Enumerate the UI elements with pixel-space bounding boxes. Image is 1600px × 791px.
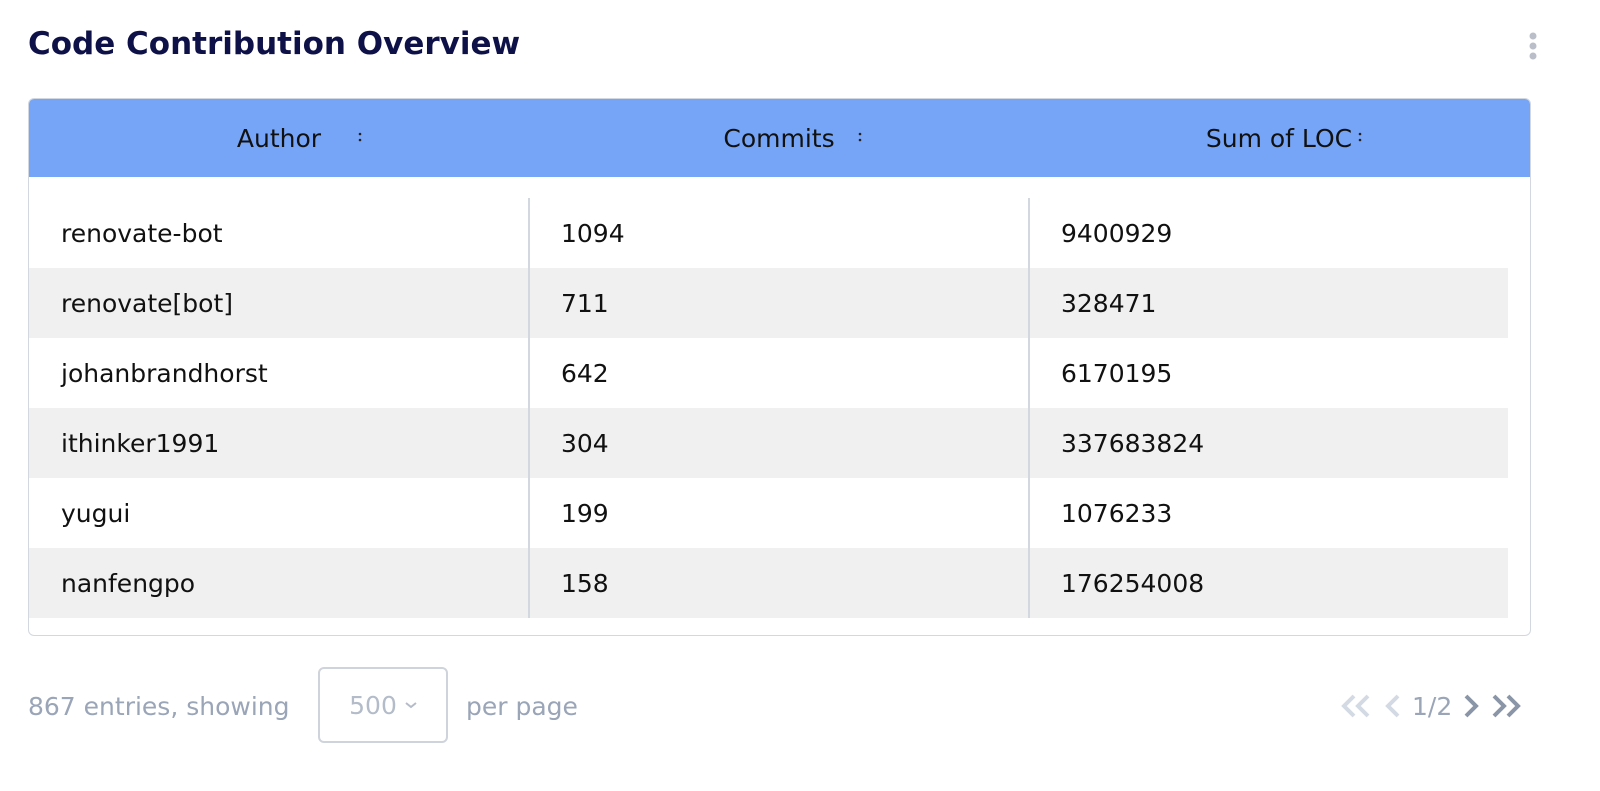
table-cell: 158 <box>561 568 609 598</box>
sort-icon[interactable] <box>1357 129 1363 145</box>
table-cell: renovate-bot <box>61 218 223 248</box>
prev-page-button[interactable] <box>1384 692 1402 720</box>
data-table: Author Commits Sum of LOC renovate-bot 1094… <box>28 98 1531 636</box>
menu-button[interactable] <box>1526 32 1540 60</box>
table-row: yugui 199 1076233 <box>29 478 1508 548</box>
table-cell: 328471 <box>1061 288 1157 318</box>
table-cell: johanbrandhorst <box>61 358 268 388</box>
page-indicator: 1/2 <box>1412 691 1453 721</box>
dropdown-caret <box>405 702 417 709</box>
table-row: johanbrandhorst 642 6170195 <box>29 338 1508 408</box>
column-header[interactable]: Commits <box>723 123 835 153</box>
table-cell: 176254008 <box>1061 568 1205 598</box>
table-cell: ithinker1991 <box>61 428 220 458</box>
table-cell: yugui <box>61 498 131 528</box>
page-size-value: 500 <box>349 690 397 720</box>
table-cell: 1094 <box>561 218 625 248</box>
table-row: nanfengpo 158 176254008 <box>29 548 1508 618</box>
table-cell: 711 <box>561 288 609 318</box>
table-row: renovate[bot] 711 328471 <box>29 268 1508 338</box>
column-header[interactable]: Sum of LOC <box>1205 123 1353 153</box>
column-divider <box>1028 198 1030 618</box>
table-row: ithinker1991 304 337683824 <box>29 408 1508 478</box>
page-size-select[interactable]: 500 <box>318 667 448 743</box>
first-page-button[interactable] <box>1340 692 1374 720</box>
per-page-text: per page <box>466 691 578 721</box>
table-cell: 9400929 <box>1061 218 1173 248</box>
table-cell: 6170195 <box>1061 358 1173 388</box>
table-cell: 304 <box>561 428 609 458</box>
column-header[interactable]: Author <box>236 123 322 153</box>
sort-icon[interactable] <box>357 129 363 145</box>
sort-icon[interactable] <box>857 129 863 145</box>
table-cell: 199 <box>561 498 609 528</box>
entries-text: 867 entries, showing <box>28 691 290 721</box>
card-title: Code Contribution Overview <box>28 26 521 62</box>
table-cell: 642 <box>561 358 609 388</box>
table-row: renovate-bot 1094 9400929 <box>29 198 1508 268</box>
next-page-button[interactable] <box>1462 692 1480 720</box>
table-cell: renovate[bot] <box>61 288 234 318</box>
pagination: 1/2 <box>1340 688 1524 724</box>
column-divider <box>528 198 530 618</box>
table-header: Author Commits Sum of LOC <box>29 99 1530 177</box>
table-cell: nanfengpo <box>61 568 196 598</box>
table-cell: 1076233 <box>1061 498 1173 528</box>
last-page-button[interactable] <box>1490 692 1524 720</box>
table-cell: 337683824 <box>1061 428 1205 458</box>
